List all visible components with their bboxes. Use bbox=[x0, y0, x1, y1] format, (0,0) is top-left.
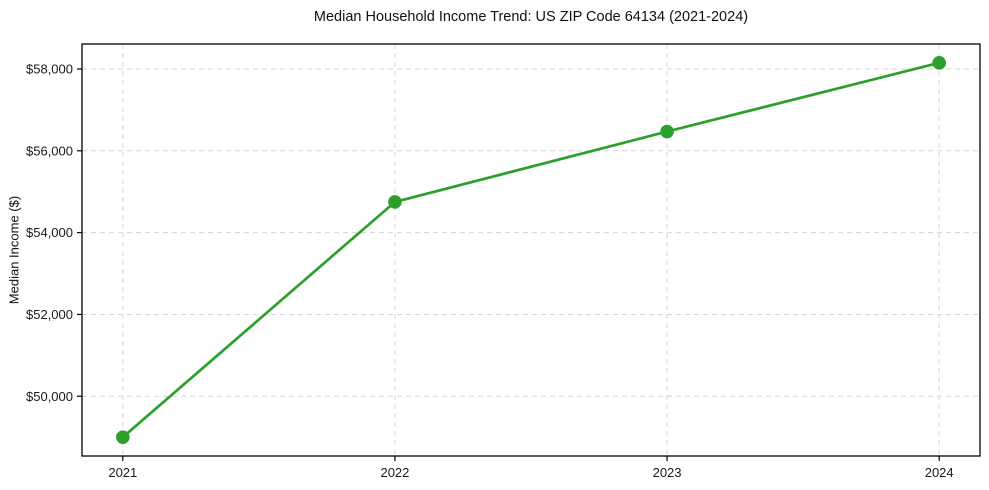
x-tick-label: 2024 bbox=[925, 465, 954, 480]
income-trend-line bbox=[121, 61, 941, 439]
x-tick-label: 2022 bbox=[380, 465, 409, 480]
plot-border bbox=[81, 43, 981, 457]
y-tick-label: $58,000 bbox=[26, 61, 73, 76]
x-tick-label: 2023 bbox=[653, 465, 682, 480]
y-tick-label: $56,000 bbox=[26, 143, 73, 158]
y-tick-label: $52,000 bbox=[26, 307, 73, 322]
y-tick-label: $50,000 bbox=[26, 389, 73, 404]
chart-title: Median Household Income Trend: US ZIP Co… bbox=[313, 9, 749, 25]
data-point-marker bbox=[388, 195, 402, 209]
data-point-marker bbox=[660, 124, 674, 139]
data-point-marker bbox=[116, 430, 130, 444]
y-tick-label: $54,000 bbox=[26, 225, 73, 240]
data-point-marker bbox=[932, 56, 946, 70]
x-tick-label: 2021 bbox=[108, 465, 137, 480]
